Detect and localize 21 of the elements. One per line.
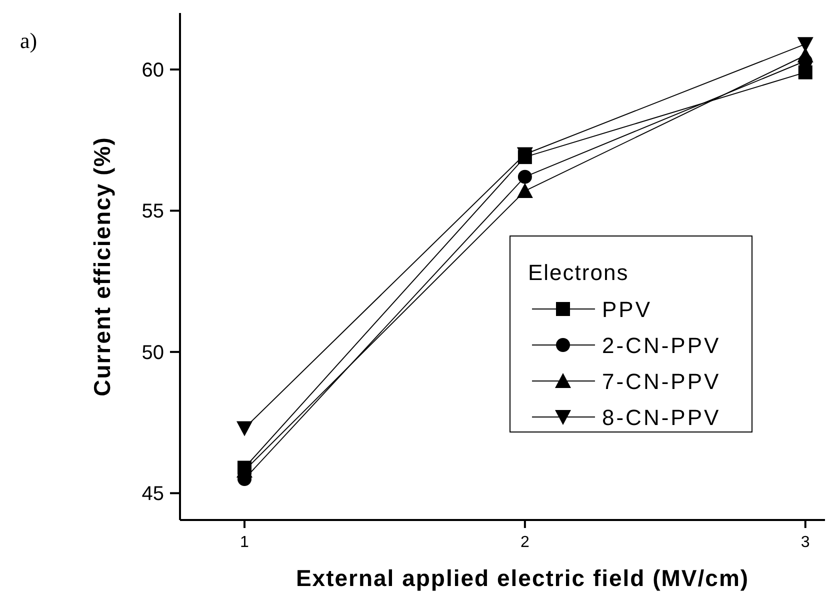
y-axis-title: Current efficiency (%) [89, 136, 115, 396]
y-tick-label: 55 [142, 200, 164, 223]
legend-label: 7-CN-PPV [602, 369, 721, 394]
point [518, 170, 532, 184]
x-tick-label: 1 [240, 534, 250, 551]
legend-label: 2-CN-PPV [602, 333, 721, 358]
y-tick-label: 50 [142, 342, 164, 364]
x-axis-title: External applied electric field (MV/cm) [296, 565, 750, 591]
y-tick-label: 45 [142, 483, 164, 506]
y-tick-label: 60 [142, 59, 164, 82]
x-tick-label: 3 [800, 534, 810, 551]
legend-label: PPV [602, 297, 652, 322]
text: a) [20, 28, 38, 53]
legend-title: Electrons [528, 260, 629, 285]
point [518, 150, 532, 164]
legend-label: 8-CN-PPV [602, 405, 721, 430]
point [236, 421, 252, 436]
point [516, 182, 533, 198]
point [238, 460, 252, 475]
point [798, 65, 812, 80]
x-tick-label: 2 [520, 534, 530, 551]
